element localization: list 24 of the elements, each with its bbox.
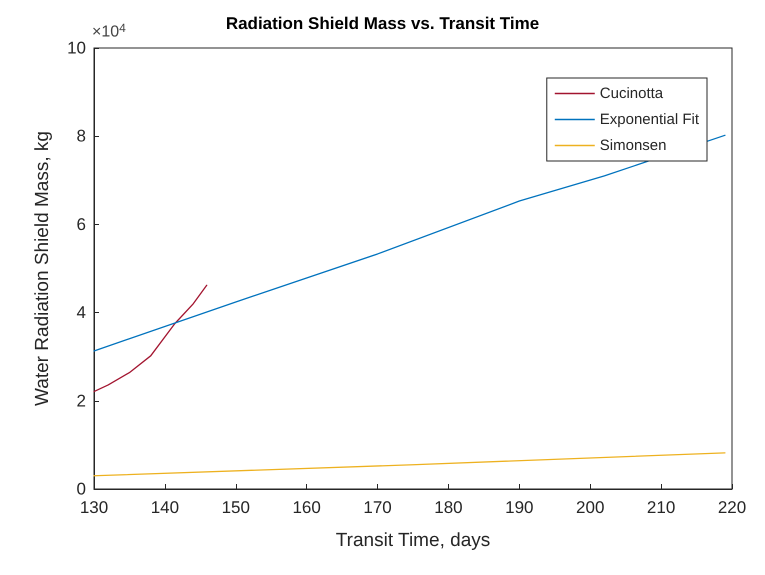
x-tick-label: 140 — [150, 498, 180, 517]
x-tick-label: 190 — [505, 498, 534, 517]
legend-label: Simonsen — [600, 137, 666, 154]
line-series — [93, 284, 208, 392]
x-tick-label: 180 — [434, 498, 463, 517]
legend-label: Cucinotta — [600, 85, 664, 102]
x-tick-label: 170 — [363, 498, 392, 517]
y-tick-label: 6 — [76, 214, 86, 234]
y-axis-title: Water Radiation Shield Mass, kg — [32, 131, 53, 406]
x-tick-label: 130 — [80, 498, 108, 517]
line-series — [93, 134, 726, 352]
y-tick-label: 0 — [76, 480, 86, 498]
x-tick-label: 220 — [718, 498, 746, 517]
y-tick-label: 4 — [76, 303, 86, 322]
y-tick-label: 2 — [76, 391, 86, 410]
x-tick-label: 200 — [576, 498, 604, 517]
y-tick-label: 8 — [76, 126, 86, 146]
chart-title: Radiation Shield Mass vs. Transit Time — [226, 14, 540, 33]
x-tick-label: 210 — [646, 498, 676, 517]
x-tick-label: 150 — [222, 498, 250, 517]
y-tick-label: 10 — [67, 38, 86, 58]
x-tick-label: 160 — [292, 498, 321, 517]
x-axis-title: Transit Time, days — [336, 530, 490, 551]
legend-label: Exponential Fit — [600, 111, 700, 128]
